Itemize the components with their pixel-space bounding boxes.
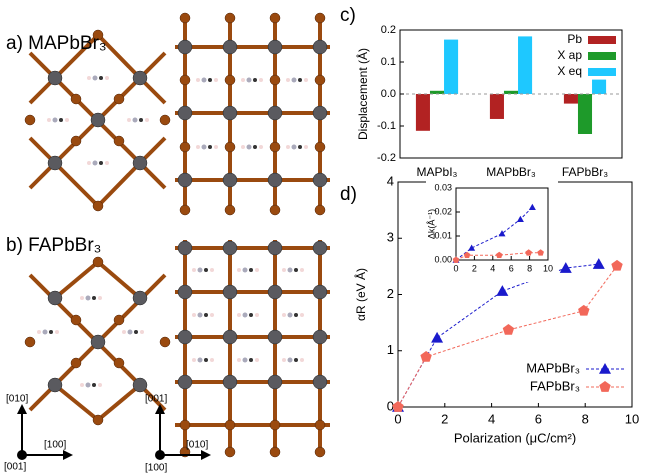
y-tick-label: 1 (387, 342, 394, 357)
x-tick-label: 10 (543, 263, 553, 273)
y-tick-label: 0.02 (434, 206, 452, 216)
axis-direction: [010] (6, 394, 28, 405)
legend-label: Pb (567, 32, 582, 46)
marker (431, 332, 443, 343)
y-tick-label: 0.01 (434, 230, 452, 240)
axis-direction: [001] (145, 394, 167, 405)
x-tick-label: 10 (625, 411, 639, 426)
axis-direction: [100] (145, 463, 167, 474)
y-tick-label: 0.2 (381, 24, 396, 36)
panel-label: b) FAPbBr₃ (6, 235, 101, 256)
marker (593, 258, 605, 269)
panel-label: c) (340, 5, 356, 26)
y-axis-label: Δk(Å⁻¹) (426, 209, 436, 239)
marker (503, 324, 514, 335)
x-tick-label: MAPbBr₃ (486, 165, 536, 179)
y-tick-label: 0.03 (434, 182, 452, 192)
bar (578, 94, 592, 134)
bar (518, 36, 532, 94)
y-tick-label: 0.0 (381, 88, 396, 100)
marker (578, 305, 589, 316)
bar (444, 40, 458, 94)
x-tick-label: 4 (488, 411, 495, 426)
marker (420, 351, 431, 362)
y-tick-label: 2 (387, 286, 394, 301)
x-tick-label: 0 (394, 411, 401, 426)
x-axis-label: Polarization (μC/cm²) (454, 430, 576, 445)
series-line (398, 266, 617, 407)
y-tick-label: -0.2 (377, 152, 396, 164)
figure: a) MAPbBr₃ b) FAPbBr₃ c) d) [010] [100] … (0, 0, 647, 474)
bar (564, 94, 578, 104)
x-tick-label: 2 (472, 263, 477, 273)
legend-label: MAPbBr₃ (526, 360, 580, 375)
axis-direction: [001] (4, 462, 26, 473)
marker (611, 260, 622, 271)
y-tick-label: 0.1 (381, 56, 396, 68)
structure-a-right (175, 18, 330, 210)
x-tick-label: 4 (490, 263, 495, 273)
atoms-a-left (25, 30, 170, 211)
y-tick-label: 0.00 (434, 254, 452, 264)
legend-swatch (588, 36, 616, 44)
y-tick-label: -0.1 (377, 120, 396, 132)
legend-label: X eq (557, 64, 582, 78)
bar (490, 94, 504, 119)
x-tick-label: 8 (582, 411, 589, 426)
y-axis-label: αR (eV Å) (353, 268, 368, 321)
x-tick-label: FAPbBr₃ (562, 165, 608, 179)
legend-marker (599, 381, 610, 392)
y-axis-label: Displacement (Å) (355, 48, 370, 140)
x-tick-label: 0 (453, 263, 458, 273)
legend-swatch (588, 68, 616, 76)
panel-label: d) (340, 184, 357, 205)
x-tick-label: 6 (509, 263, 514, 273)
legend-label: X ap (557, 48, 582, 62)
y-tick-label: 3 (387, 230, 394, 245)
bar (416, 94, 430, 131)
legend-label: FAPbBr₃ (530, 378, 580, 393)
x-tick-label: 6 (535, 411, 542, 426)
marker (392, 401, 403, 412)
panel-label: a) MAPbBr₃ (6, 33, 107, 54)
x-tick-label: MAPbI₃ (417, 165, 458, 179)
x-tick-label: 8 (527, 263, 532, 273)
structure-b-right (175, 240, 330, 452)
axis-direction: [100] (44, 440, 66, 451)
y-tick-label: 4 (387, 173, 394, 188)
marker (496, 285, 508, 296)
legend-swatch (588, 52, 616, 60)
bar (592, 80, 606, 94)
x-tick-label: 2 (441, 411, 448, 426)
axis-direction: [010] (186, 440, 208, 451)
legend-marker (599, 363, 611, 374)
